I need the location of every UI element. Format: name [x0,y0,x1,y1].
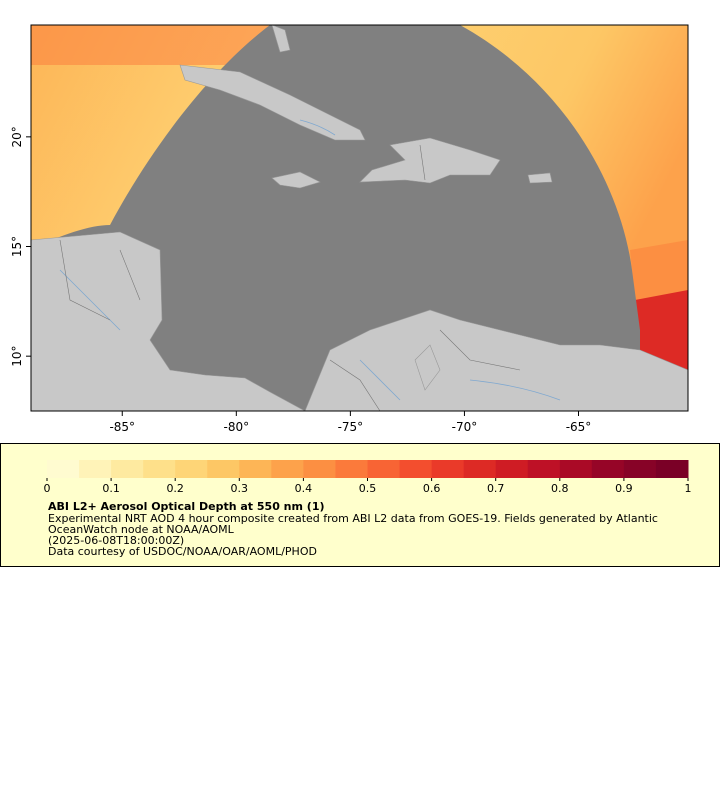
colorbar-tick-label: 0.5 [359,482,377,495]
colorbar-swatch [207,460,240,478]
colorbar-tick-label: 0.7 [487,482,505,495]
colorbar-swatch [463,460,497,478]
colorbar-swatch [111,460,144,478]
land-central-america [31,231,306,411]
legend-time: (2025-06-08T18:00:00Z) [48,534,184,547]
colorbar-swatch [79,460,112,478]
colorbar-tick-label: 0.4 [295,482,313,495]
map [31,25,688,411]
colorbar-swatch [559,460,593,478]
colorbar-swatch [271,460,304,478]
colorbar-tick-label: 0.1 [102,482,120,495]
x-tick-label: -65° [566,420,592,434]
colorbar-swatch [335,460,368,478]
colorbar-swatch [239,460,272,478]
colorbar-swatch [527,460,561,478]
colorbar-swatch [47,460,80,478]
land-south-america [304,309,688,411]
x-tick-label: -85° [109,420,135,434]
aerosol-plume [630,240,688,300]
colorbar-tick-label: 0.3 [231,482,249,495]
map-frame [30,24,689,412]
no-data-region [31,25,640,411]
colorbar-tick-label: 0.9 [615,482,633,495]
aerosol-plume [635,280,688,370]
colorbar-swatch [175,460,208,478]
legend-credit: Data courtesy of USDOC/NOAA/OAR/AOML/PHO… [48,545,317,558]
y-tick-label: 20° [10,126,24,147]
colorbar-swatch [367,460,401,478]
rivers [59,119,561,401]
colorbar-tick-label: 0 [44,482,51,495]
land-jamaica [271,171,321,189]
colorbar-swatch [623,460,657,478]
y-tick-label: 10° [10,346,24,367]
colorbar-swatch [431,460,465,478]
colorbar-swatch [655,460,689,478]
colorbar-tick-label: 1 [685,482,692,495]
land-cuba [179,64,366,141]
colorbar-swatch [399,460,433,478]
land-puerto-rico [527,172,553,184]
land-florida [271,25,291,53]
legend-title: ABI L2+ Aerosol Optical Depth at 550 nm … [48,500,325,513]
colorbar-tick-label: 0.2 [166,482,184,495]
borders [59,144,521,411]
lake-maracaibo [414,344,441,391]
colorbar-swatch [143,460,176,478]
colorbar-tick-label: 0.6 [423,482,441,495]
colorbar-swatch [303,460,336,478]
colorbar-tick-label: 0.8 [551,482,569,495]
colorbar-swatch [495,460,529,478]
y-tick-label: 15° [10,236,24,257]
land-hispaniola [359,137,501,184]
legend-description: Experimental NRT AOD 4 hour composite cr… [48,512,658,525]
x-tick-label: -75° [338,420,364,434]
aerosol-patch [31,25,271,65]
colorbar-swatch [591,460,625,478]
x-tick-label: -80° [224,420,250,434]
legend-description: OceanWatch node at NOAA/AOML [48,523,235,536]
x-tick-label: -70° [452,420,478,434]
